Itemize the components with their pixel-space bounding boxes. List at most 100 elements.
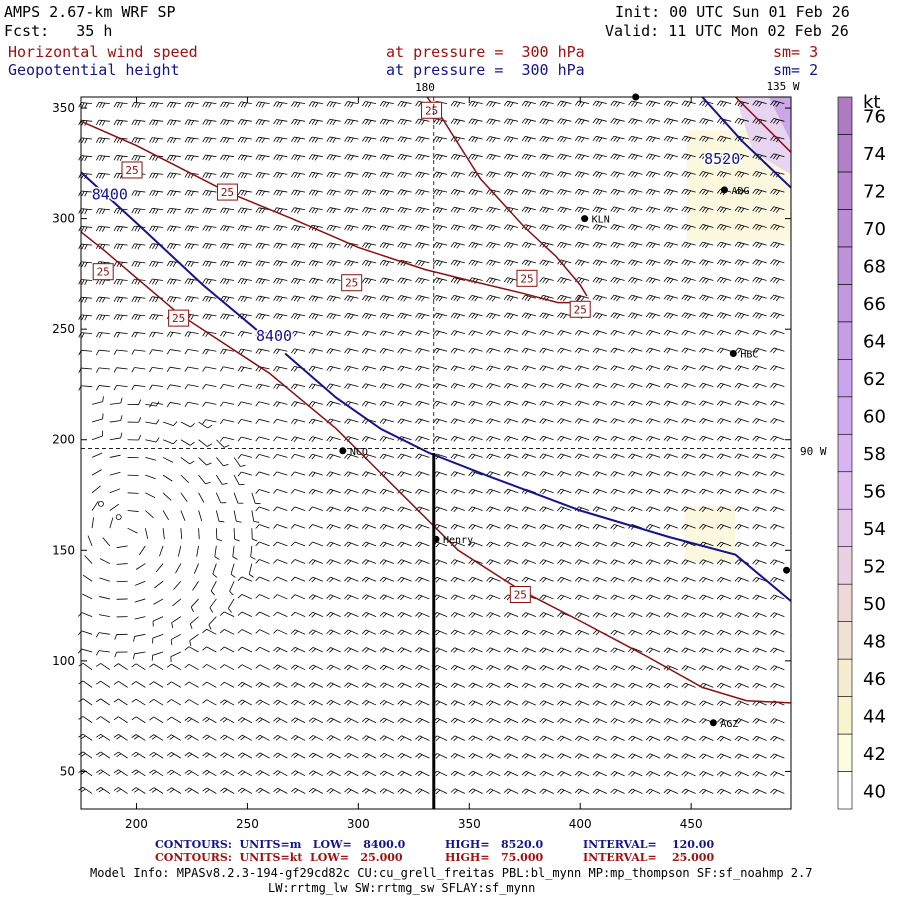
wind-barb-feather [631, 119, 635, 124]
wind-barb [258, 225, 270, 228]
wind-barb-feather [595, 119, 600, 124]
wind-barb [400, 118, 412, 122]
wind-barb-feather [471, 207, 476, 213]
wind-barb [756, 365, 767, 370]
wind-barb [685, 647, 696, 653]
wind-barb-feather [704, 172, 709, 178]
wind-barb-feather [542, 754, 547, 759]
wind-barb-feather [574, 524, 580, 529]
wind-barb-feather [290, 436, 295, 442]
wind-barb-feather [471, 542, 476, 548]
wind-barb-feather [279, 243, 283, 249]
wind-barb-feather [364, 260, 369, 266]
wind-barb [720, 153, 732, 158]
wind-barb-feather [258, 261, 263, 267]
wind-barb-feather [453, 172, 458, 178]
wind-barb-feather [364, 313, 369, 319]
wind-barb [436, 524, 448, 529]
wind-barb-feather [648, 472, 653, 477]
wind-barb-feather [752, 100, 757, 106]
wind-barb [755, 206, 767, 211]
wind-barb-feather [752, 524, 757, 529]
wind-barb [649, 118, 661, 122]
wind-barb-feather [131, 261, 135, 267]
wind-barb [454, 330, 465, 334]
wind-barb [614, 524, 625, 529]
wind-barb [347, 524, 359, 529]
wind-barb-feather [524, 719, 529, 724]
wind-barb-feather [311, 560, 316, 565]
wind-barb [171, 681, 182, 688]
wind-barb-feather [684, 772, 689, 777]
wind-barb [365, 559, 377, 564]
wind-barb [525, 347, 536, 352]
wind-barb [720, 541, 732, 547]
wind-barb [631, 224, 643, 228]
wind-barb [206, 752, 217, 759]
wind-barb-feather [149, 243, 153, 249]
wind-barb [330, 629, 341, 635]
wind-barb-feather [613, 754, 618, 759]
wind-barb-feather [279, 190, 283, 196]
wind-barb [400, 348, 412, 352]
wind-barb-feather [474, 226, 479, 231]
wind-barb-feather [326, 365, 331, 371]
wind-barb-feather [506, 560, 511, 565]
wind-barb [720, 718, 732, 724]
wind-barb-feather [503, 788, 509, 793]
wind-barb-feather [681, 665, 686, 670]
wind-barb [596, 753, 608, 759]
wind-barb-feather [722, 155, 727, 160]
wind-barb-feather [418, 119, 422, 125]
wind-barb [401, 788, 412, 794]
wind-barb [525, 559, 536, 564]
wind-barb [98, 119, 110, 122]
wind-barb [277, 611, 288, 617]
wind-barb-feather [574, 118, 579, 124]
wind-barb-feather [346, 472, 352, 478]
wind-barb [773, 453, 785, 458]
wind-barb-feather [503, 136, 508, 142]
wind-barb [543, 612, 554, 617]
wind-barb [436, 224, 448, 228]
wind-barb [454, 753, 466, 759]
wind-barb [720, 576, 732, 582]
wind-barb-feather [346, 454, 352, 460]
wind-barb-feather [628, 488, 633, 494]
wind-barb-feather [379, 189, 384, 195]
wind-barb-feather [417, 454, 423, 460]
wind-barb [294, 401, 306, 405]
wind-barb [223, 136, 235, 140]
wind-barb [596, 365, 607, 370]
wind-barb-feather [701, 631, 707, 636]
wind-barb-feather [702, 119, 706, 124]
wind-barb-feather [214, 556, 220, 560]
wind-barb-feather [308, 101, 313, 107]
wind-barb-feather [663, 153, 668, 159]
wind-barb [738, 365, 749, 370]
wind-barb-feather [329, 648, 334, 653]
wind-barb-feather [559, 701, 565, 707]
wind-barb-feather [521, 770, 527, 776]
wind-barb-feather [542, 366, 547, 372]
wind-barb-feather [557, 347, 562, 353]
wind-barb-feather [701, 578, 707, 583]
wind-barb [198, 457, 207, 466]
wind-barb-feather [719, 560, 724, 566]
wind-barb-feather [521, 788, 527, 793]
wind-barb [81, 279, 93, 281]
wind-barb-feather [737, 737, 742, 742]
wind-barb-feather [450, 471, 455, 476]
wind-barb-feather [205, 296, 209, 302]
wind-barb-feather [190, 102, 194, 108]
wind-barb-feather [681, 135, 686, 141]
wind-barb [242, 787, 253, 794]
wind-barb-feather [202, 101, 206, 107]
wind-barb-feather [592, 524, 597, 529]
wind-barb [614, 506, 625, 511]
wind-barb [240, 172, 252, 175]
wind-barb [170, 651, 182, 657]
wind-barb-feather [189, 460, 195, 465]
wind-barb [436, 506, 448, 511]
wind-barb-feather [344, 260, 348, 266]
